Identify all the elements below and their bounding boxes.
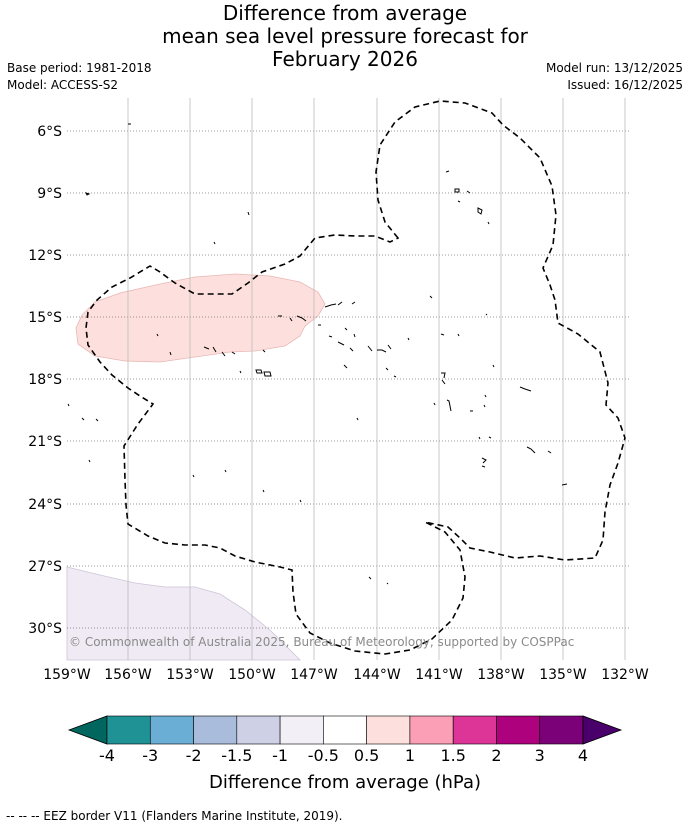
colorbar-swatch xyxy=(323,715,367,745)
colorbar-swatch xyxy=(366,715,411,745)
longitude-labels: 159°W 156°W 153°W 150°W 147°W 144°W 141°… xyxy=(43,667,649,683)
colorbar-tick-label: -0.5 xyxy=(308,746,339,765)
colorbar-swatch xyxy=(279,715,324,745)
lat-label: 21°S xyxy=(28,434,62,450)
colorbar-tick-label: -1.5 xyxy=(221,746,252,765)
lon-label: 156°W xyxy=(104,667,152,683)
colorbar-swatch xyxy=(409,715,454,745)
colorbar-swatch xyxy=(193,715,238,745)
colorbar-tick-label: 1.5 xyxy=(440,746,465,765)
lon-label: 144°W xyxy=(353,667,401,683)
lat-label: 6°S xyxy=(37,124,62,140)
map-title-line1: Difference from average xyxy=(222,1,468,25)
colorbar-tick-label: 1 xyxy=(405,746,415,765)
lon-label: 135°W xyxy=(539,667,587,683)
negative-anomaly-region xyxy=(66,566,301,661)
colorbar-extend-high xyxy=(582,715,623,745)
issued-label: Issued: 16/12/2025 xyxy=(567,78,683,92)
lat-label: 15°S xyxy=(28,310,62,326)
colorbar-tick-label: 2 xyxy=(491,746,501,765)
colorbar-tick-label: -3 xyxy=(142,746,158,765)
model-run-label: Model run: 13/12/2025 xyxy=(545,61,683,75)
eez-border xyxy=(85,100,626,655)
lat-label: 27°S xyxy=(28,559,62,575)
colorbar-tick-label: 4 xyxy=(578,746,588,765)
colorbar-swatch xyxy=(496,715,541,745)
lat-label: 18°S xyxy=(28,372,62,388)
latitude-labels: 6°S 9°S 12°S 15°S 18°S 21°S 24°S 27°S 30… xyxy=(28,124,62,637)
colorbar-swatch xyxy=(149,715,194,745)
colorbar-swatch xyxy=(452,715,497,745)
lat-label: 12°S xyxy=(28,248,62,264)
islands xyxy=(67,123,568,585)
lat-label: 24°S xyxy=(28,497,62,513)
base-period-label: Base period: 1981-2018 xyxy=(7,61,152,75)
colorbar-swatch xyxy=(236,715,281,745)
lon-label: 159°W xyxy=(43,667,91,683)
eez-legend-text: -- -- -- EEZ border V11 (Flanders Marine… xyxy=(6,809,343,823)
colorbar-swatch xyxy=(106,715,151,745)
colorbar-tick-label: -2 xyxy=(186,746,202,765)
colorbar-tick-label: -4 xyxy=(99,746,115,765)
copyright-text: © Commonwealth of Australia 2025, Bureau… xyxy=(69,635,574,649)
colorbar-swatch xyxy=(539,715,584,745)
lon-label: 150°W xyxy=(228,667,276,683)
model-label: Model: ACCESS-S2 xyxy=(7,78,119,92)
lon-label: 147°W xyxy=(290,667,338,683)
lat-label: 9°S xyxy=(37,186,62,202)
colorbar-title: Difference from average (hPa) xyxy=(209,772,481,793)
map-title-line2: mean sea level pressure forecast for xyxy=(162,24,528,48)
colorbar-tick-label: 3 xyxy=(535,746,545,765)
lon-label: 132°W xyxy=(601,667,649,683)
lon-label: 138°W xyxy=(477,667,525,683)
colorbar-tick-label: 0.5 xyxy=(354,746,379,765)
map-title-line3: February 2026 xyxy=(272,47,418,71)
lat-label: 30°S xyxy=(28,621,62,637)
lon-label: 141°W xyxy=(415,667,463,683)
colorbar: -4 -3 -2 -1.5 -1 -0.5 0.5 1 1.5 2 3 4 xyxy=(67,715,623,765)
latitude-gridlines xyxy=(67,130,629,629)
map-panel: © Commonwealth of Australia 2025, Bureau… xyxy=(66,98,629,661)
lon-label: 153°W xyxy=(166,667,214,683)
positive-anomaly-region xyxy=(75,273,326,363)
colorbar-extend-low xyxy=(67,715,108,745)
longitude-gridlines xyxy=(127,98,626,660)
colorbar-tick-label: -1 xyxy=(272,746,288,765)
